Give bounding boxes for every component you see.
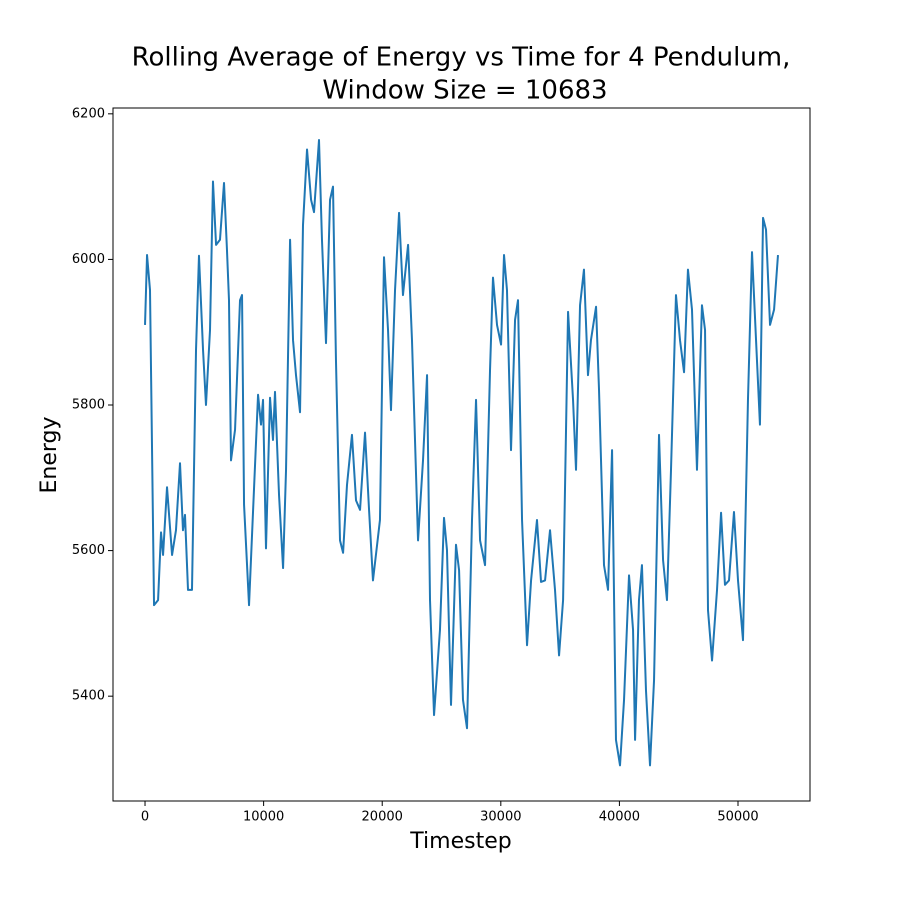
line-series — [144, 139, 779, 767]
x-tick-label: 10000 — [243, 810, 284, 825]
x-tick-label: 40000 — [599, 810, 640, 825]
y-tick-label: 5600 — [72, 543, 105, 558]
x-axis-label: Timestep — [409, 829, 511, 854]
plot-frame — [112, 107, 811, 802]
x-tick-label: 20000 — [362, 810, 403, 825]
x-tick-label: 0 — [141, 810, 149, 825]
y-axis-label: Energy — [37, 416, 62, 493]
y-tick-label: 6000 — [72, 252, 105, 267]
y-tick-label: 6200 — [72, 106, 105, 121]
chart-title: Rolling Average of Energy vs Time for 4 … — [132, 43, 791, 73]
y-tick-label: 5800 — [72, 398, 105, 413]
chart-title: Window Size = 10683 — [322, 76, 607, 106]
y-tick-label: 5400 — [72, 689, 105, 704]
x-tick-label: 50000 — [717, 810, 758, 825]
x-tick-label: 30000 — [480, 810, 521, 825]
